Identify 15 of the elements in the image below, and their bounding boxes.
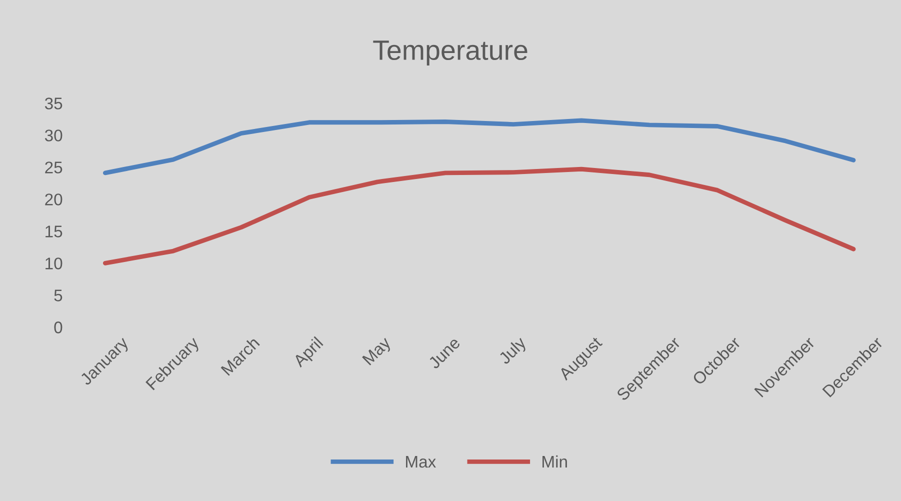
line-series — [102, 166, 856, 266]
y-tick-label: 30 — [44, 130, 62, 142]
y-tick-label: 15 — [46, 226, 62, 238]
x-tick-label: May — [362, 336, 394, 368]
legend-label: Max — [406, 456, 436, 468]
y-tick-label: 35 — [44, 98, 62, 110]
line-series — [102, 118, 856, 176]
y-tick-label: 5 — [54, 290, 62, 302]
legend-label: Min — [542, 455, 567, 468]
y-tick-label: 10 — [46, 258, 62, 270]
y-tick-label: 0 — [54, 322, 62, 334]
x-tick-label: July — [498, 336, 530, 368]
chart-title: Temperature — [373, 40, 528, 66]
y-tick-label: 20 — [45, 194, 62, 206]
y-tick-label: 25 — [45, 162, 62, 174]
